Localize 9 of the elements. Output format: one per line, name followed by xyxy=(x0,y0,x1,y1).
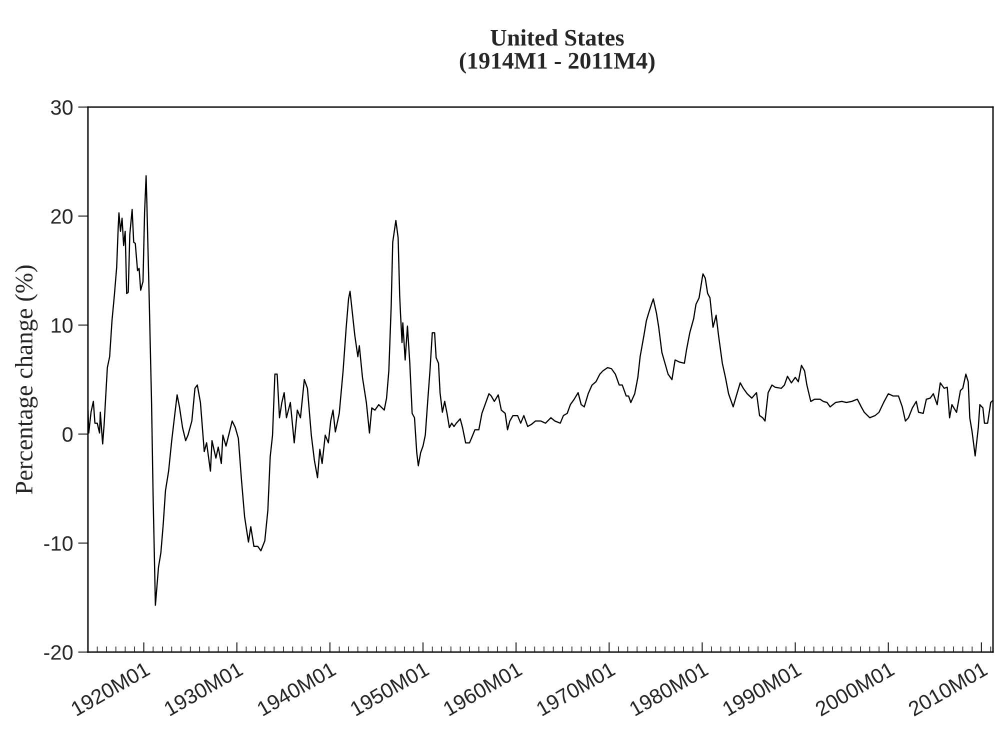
y-axis-title: Percentage change (%) xyxy=(14,265,38,494)
y-tick-label: -10 xyxy=(44,536,73,551)
y-tick-label: 10 xyxy=(52,318,73,333)
y-tick-label: 20 xyxy=(51,209,73,224)
chart-title: United States xyxy=(490,29,624,46)
y-tick-label: 0 xyxy=(62,427,73,442)
y-tick-label: -20 xyxy=(44,645,73,660)
y-tick-label: 30 xyxy=(51,100,73,115)
chart-subtitle: (1914M1 - 2011M4) xyxy=(460,52,655,74)
